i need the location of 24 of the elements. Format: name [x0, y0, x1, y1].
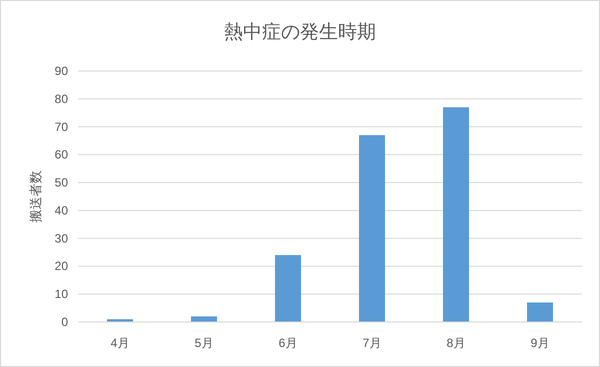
- bar: [358, 135, 386, 322]
- bar: [190, 316, 218, 322]
- x-tick-label: 5月: [194, 336, 214, 350]
- y-tick-label: 70: [54, 120, 68, 134]
- y-tick-label: 60: [54, 148, 68, 162]
- x-tick-label: 6月: [278, 336, 298, 350]
- x-tick-label: 8月: [446, 336, 466, 350]
- bar: [106, 319, 134, 322]
- chart-title: 熱中症の発生時期: [224, 22, 376, 43]
- y-tick-label: 0: [61, 315, 68, 329]
- y-tick-label: 80: [54, 92, 68, 106]
- y-axis-title: 搬送者数: [28, 170, 43, 222]
- y-tick-label: 50: [54, 176, 68, 190]
- x-tick-label: 4月: [110, 336, 130, 350]
- x-tick-label: 9月: [530, 336, 550, 350]
- y-tick-label: 10: [54, 287, 68, 302]
- bar: [274, 255, 302, 322]
- bar: [526, 302, 554, 322]
- y-tick-label: 90: [54, 64, 68, 78]
- bar: [442, 107, 470, 322]
- y-tick-label: 30: [54, 231, 68, 246]
- y-tick-label: 20: [54, 259, 68, 274]
- y-tick-label: 40: [54, 203, 68, 218]
- x-tick-label: 7月: [362, 336, 382, 350]
